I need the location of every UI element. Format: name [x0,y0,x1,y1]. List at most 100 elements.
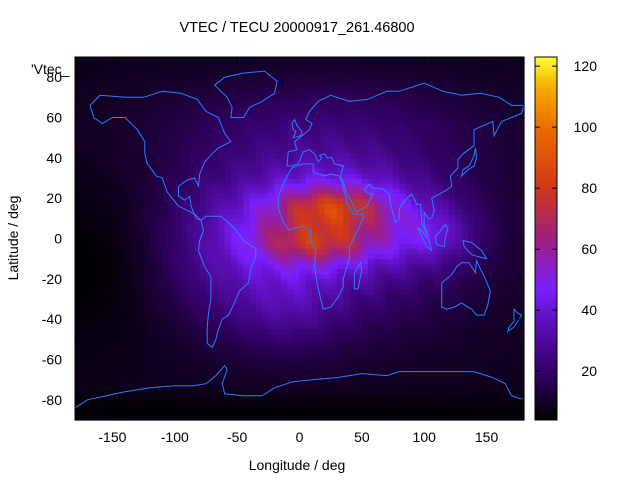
heatmap-cell [137,208,145,214]
heatmap-cell [324,57,332,63]
heatmap-cell [305,62,313,68]
heatmap-cell [305,57,313,63]
heatmap-cell [449,324,457,330]
heatmap-cell [492,273,500,280]
heatmap-cell [237,162,244,169]
heatmap-cell [492,223,500,230]
heatmap-cell [124,258,132,265]
heatmap-cell [311,122,319,129]
heatmap-cell [305,293,313,300]
heatmap-cell [131,278,138,285]
heatmap-cell [368,183,375,189]
heatmap-cell [205,167,213,174]
heatmap-cell [499,389,506,396]
heatmap-cell [131,218,138,224]
heatmap-cell [131,404,138,411]
heatmap-cell [330,122,338,129]
heatmap-cell [149,329,157,335]
heatmap-cell [168,354,176,361]
heatmap-cell [299,364,307,371]
heatmap-cell [467,319,475,325]
heatmap-cell [168,384,176,391]
heatmap-cell [467,238,475,245]
heatmap-cell [93,167,101,174]
heatmap-cell [368,238,375,245]
heatmap-cell [87,344,95,351]
heatmap-cell [374,147,382,154]
heatmap-cell [293,414,301,421]
heatmap-cell [436,162,444,169]
heatmap-cell [268,293,276,300]
heatmap-cell [162,299,170,305]
heatmap-cell [455,67,463,73]
heatmap-cell [330,137,338,144]
heatmap-cell [474,273,481,280]
heatmap-cell [355,183,363,189]
heatmap-cell [293,62,301,68]
heatmap-cell [330,193,338,199]
heatmap-cell [230,162,238,169]
heatmap-cell [411,228,419,235]
heatmap-cell [311,238,319,245]
heatmap-cell [380,198,388,204]
heatmap-cell [193,233,201,240]
heatmap-cell [486,193,494,199]
heatmap-cell [193,273,201,280]
heatmap-cell [268,183,276,189]
heatmap-cell [193,399,201,406]
heatmap-cell [149,349,157,356]
heatmap-cell [268,359,276,366]
heatmap-cell [124,314,132,320]
heatmap-cell [237,268,244,275]
heatmap-cell [262,389,269,396]
heatmap-cell [449,228,457,235]
heatmap-cell [436,72,444,78]
heatmap-cell [218,82,226,88]
heatmap-cell [467,208,475,214]
heatmap-cell [268,198,276,204]
heatmap-cell [449,137,457,144]
heatmap-cell [87,97,95,103]
heatmap-cell [411,243,419,250]
heatmap-cell [237,354,244,361]
heatmap-cell [131,253,138,260]
heatmap-cell [486,87,494,93]
heatmap-cell [455,152,463,159]
heatmap-cell [318,314,326,320]
heatmap-cell [75,208,82,214]
heatmap-cell [436,132,444,139]
heatmap-cell [299,72,307,78]
heatmap-cell [124,92,132,98]
heatmap-cell [417,293,425,300]
heatmap-cell [411,389,419,396]
heatmap-cell [361,364,369,371]
heatmap-cell [374,112,382,119]
heatmap-cell [368,394,375,401]
heatmap-cell [237,379,244,386]
heatmap-cell [311,404,319,411]
heatmap-cell [218,293,226,300]
heatmap-cell [355,57,363,63]
heatmap-cell [156,92,163,98]
heatmap-cell [318,253,326,260]
heatmap-cell [237,218,244,224]
heatmap-cell [205,142,213,149]
heatmap-cell [181,258,188,265]
heatmap-cell [417,57,425,63]
heatmap-cell [461,183,469,189]
heatmap-cell [218,399,226,406]
heatmap-cell [386,167,394,174]
heatmap-cell [430,132,438,139]
heatmap-cell [436,107,444,114]
heatmap-cell [149,414,157,421]
heatmap-cell [112,288,120,295]
heatmap-cell [118,62,126,68]
heatmap-cell [499,314,506,320]
heatmap-cell [168,203,176,209]
heatmap-cell [380,142,388,149]
heatmap-cell [499,112,506,119]
heatmap-cell [255,369,263,376]
heatmap-cell [87,157,95,164]
heatmap-cell [430,137,438,144]
heatmap-cell [474,188,481,194]
